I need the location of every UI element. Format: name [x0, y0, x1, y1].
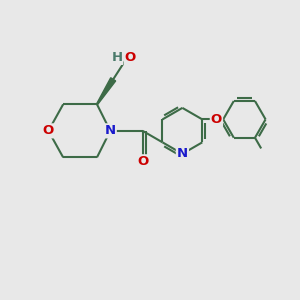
Text: N: N [177, 147, 188, 160]
Text: H: H [112, 51, 123, 64]
Text: O: O [211, 113, 222, 126]
Polygon shape [97, 78, 116, 105]
Text: O: O [137, 155, 148, 168]
Text: O: O [124, 51, 136, 64]
Text: O: O [43, 124, 54, 137]
Text: N: N [105, 124, 116, 137]
